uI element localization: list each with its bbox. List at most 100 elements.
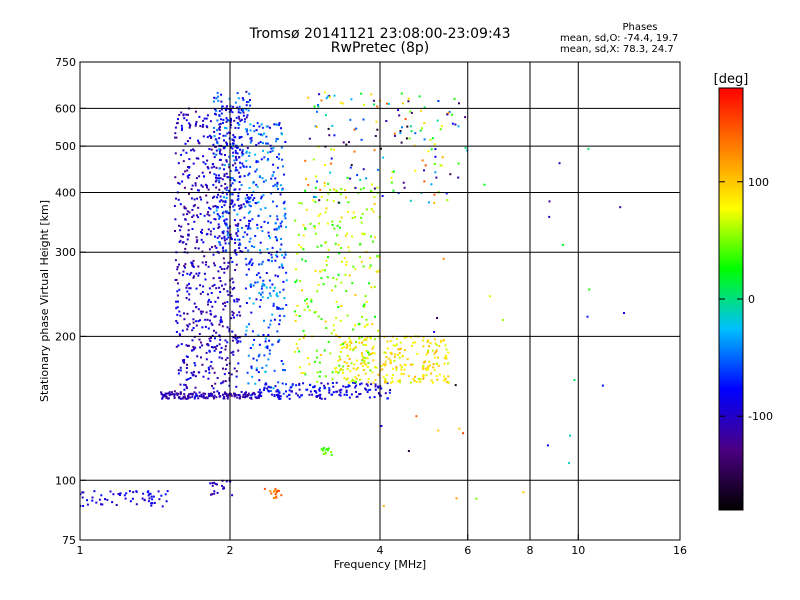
data-point: [183, 207, 186, 210]
data-point: [346, 385, 349, 388]
data-point: [261, 126, 264, 129]
data-point: [280, 225, 283, 228]
data-point: [239, 250, 242, 252]
data-point: [312, 199, 315, 202]
data-point: [299, 280, 302, 283]
data-point: [236, 213, 239, 216]
data-point: [166, 490, 169, 493]
data-point: [302, 382, 305, 385]
data-point: [268, 352, 271, 355]
data-point: [295, 268, 297, 271]
data-point: [250, 365, 253, 368]
data-point: [255, 359, 258, 362]
data-point: [404, 364, 407, 367]
data-point: [422, 345, 425, 348]
data-point: [573, 379, 576, 382]
data-point: [161, 396, 164, 399]
data-point: [376, 186, 379, 189]
data-point: [426, 351, 429, 354]
data-point: [231, 330, 234, 333]
data-point: [215, 209, 218, 212]
data-point: [228, 372, 231, 375]
data-point: [558, 162, 561, 165]
data-point: [245, 273, 248, 276]
data-point: [237, 111, 240, 114]
data-point: [176, 294, 179, 297]
data-point: [193, 391, 196, 394]
data-point: [434, 155, 437, 158]
data-point: [220, 118, 222, 121]
data-point: [188, 122, 191, 125]
data-point: [324, 320, 327, 323]
data-point: [236, 314, 239, 317]
data-point: [395, 367, 398, 370]
data-point: [239, 206, 242, 209]
data-point: [240, 118, 243, 121]
data-point: [233, 219, 236, 222]
data-point: [281, 158, 284, 161]
data-point: [200, 184, 203, 187]
data-point: [266, 159, 269, 162]
data-point: [249, 141, 252, 144]
data-point: [348, 341, 351, 344]
data-point: [222, 308, 225, 311]
data-point: [451, 113, 453, 116]
data-point: [360, 362, 363, 365]
data-point: [173, 397, 176, 399]
data-point: [323, 181, 326, 184]
data-point: [152, 495, 155, 498]
data-point: [369, 388, 372, 391]
data-point: [309, 390, 312, 393]
data-point: [619, 206, 622, 209]
data-point: [326, 95, 329, 98]
data-point: [210, 493, 212, 496]
data-point: [273, 318, 276, 321]
data-point: [185, 387, 188, 390]
data-point: [228, 242, 230, 245]
data-point: [316, 356, 318, 359]
data-point: [232, 151, 235, 154]
data-point: [364, 357, 367, 359]
data-point: [179, 391, 182, 394]
data-point: [205, 117, 208, 120]
data-point: [250, 139, 253, 142]
data-point: [220, 316, 222, 319]
data-point: [240, 204, 243, 207]
data-point: [219, 280, 222, 282]
data-point: [363, 359, 366, 362]
data-point: [249, 166, 252, 168]
data-point: [228, 384, 231, 387]
data-point: [180, 124, 183, 127]
data-point: [391, 374, 394, 376]
data-point: [177, 162, 180, 165]
data-point: [216, 213, 219, 216]
data-point: [436, 119, 439, 122]
data-point: [443, 375, 446, 378]
data-point: [313, 311, 316, 314]
data-point: [224, 146, 226, 149]
data-point: [284, 253, 287, 256]
data-point: [269, 323, 272, 326]
data-point: [162, 395, 165, 398]
data-point: [387, 103, 390, 105]
data-point: [215, 138, 218, 141]
data-point: [384, 351, 387, 354]
data-point: [326, 222, 329, 225]
data-point: [361, 365, 364, 367]
data-point: [323, 184, 326, 187]
data-point: [347, 201, 350, 204]
data-point: [230, 109, 233, 112]
data-point: [222, 487, 225, 490]
data-point: [275, 140, 277, 143]
data-point: [358, 337, 361, 340]
data-point: [214, 205, 217, 207]
data-point: [387, 357, 390, 360]
data-point: [295, 314, 298, 316]
data-point: [248, 222, 251, 225]
data-point: [325, 327, 328, 329]
data-point: [316, 245, 319, 248]
data-point: [290, 390, 293, 393]
data-point: [194, 184, 197, 187]
data-point: [222, 302, 224, 305]
data-point: [227, 236, 230, 239]
